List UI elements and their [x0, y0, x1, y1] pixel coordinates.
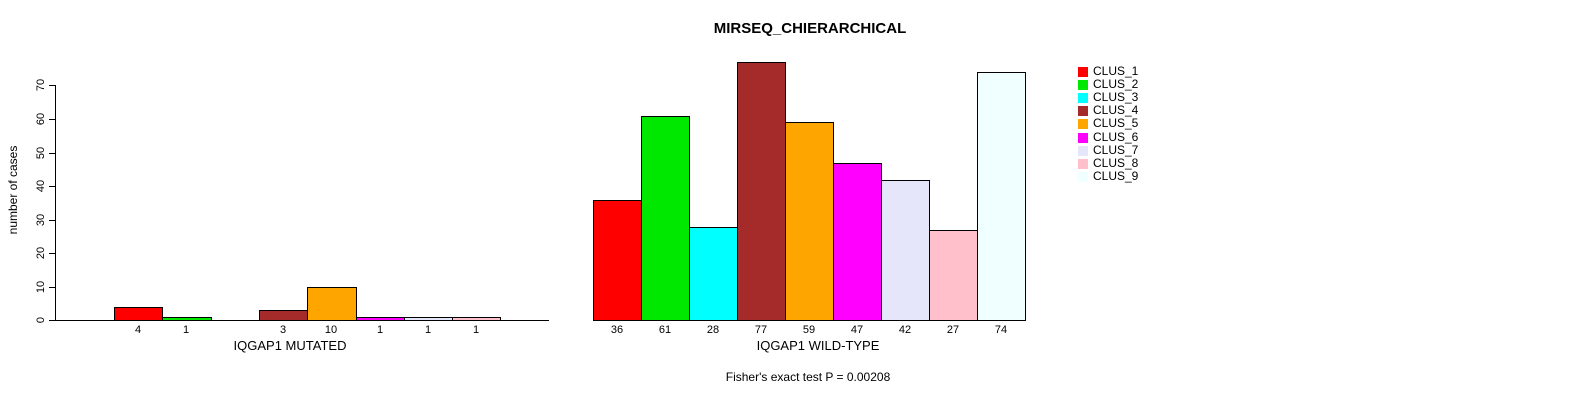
- y-axis-tick: [49, 253, 56, 254]
- bar-wildtype-clus_9: [977, 72, 1026, 321]
- legend-label-clus_4: CLUS_4: [1093, 103, 1139, 117]
- bar-wildtype-clus_6: [833, 163, 882, 321]
- legend-label-clus_7: CLUS_7: [1093, 143, 1139, 157]
- bar-mutated-clus_5: [307, 287, 357, 321]
- legend-label-clus_3: CLUS_3: [1093, 90, 1139, 104]
- bar-value-label: 1: [182, 324, 190, 336]
- legend-label-clus_1: CLUS_1: [1093, 64, 1139, 78]
- y-axis-tick-label: 0: [35, 316, 47, 324]
- y-axis-label: number of cases: [6, 145, 20, 235]
- legend-swatch-clus_8: [1078, 159, 1088, 169]
- legend-swatch-clus_7: [1078, 146, 1088, 156]
- bar-value-label: 1: [376, 324, 384, 336]
- y-axis-tick-label: 60: [35, 112, 47, 126]
- y-axis-tick: [49, 320, 56, 321]
- y-axis-tick-label: 30: [35, 213, 47, 227]
- bar-value-label: 61: [658, 324, 672, 336]
- bar-wildtype-clus_1: [593, 200, 642, 321]
- bar-wildtype-clus_4: [737, 62, 786, 321]
- bar-value-label: 1: [424, 324, 432, 336]
- y-axis-tick: [49, 153, 56, 154]
- bar-mutated-clus_2: [162, 317, 212, 321]
- x-axis-label-wildtype: IQGAP1 WILD-TYPE: [756, 338, 880, 353]
- legend-label-clus_9: CLUS_9: [1093, 169, 1139, 183]
- bar-wildtype-clus_3: [689, 227, 738, 321]
- bar-value-label: 28: [706, 324, 720, 336]
- legend-label-clus_5: CLUS_5: [1093, 116, 1139, 130]
- legend-swatch-clus_1: [1078, 67, 1088, 77]
- chart-title: MIRSEQ_CHIERARCHICAL: [713, 20, 907, 37]
- y-axis-tick-label: 70: [35, 78, 47, 92]
- legend-label-clus_2: CLUS_2: [1093, 77, 1139, 91]
- bar-wildtype-clus_5: [785, 122, 834, 321]
- bar-wildtype-clus_8: [929, 230, 978, 321]
- fisher-test-annotation: Fisher's exact test P = 0.00208: [725, 370, 891, 384]
- bar-mutated-clus_6: [356, 317, 405, 321]
- bar-value-label: 27: [946, 324, 960, 336]
- x-axis-label-mutated: IQGAP1 MUTATED: [233, 338, 347, 353]
- y-axis-line: [55, 85, 56, 321]
- bar-value-label: 3: [279, 324, 287, 336]
- bar-mutated-clus_7: [404, 317, 453, 321]
- legend-swatch-clus_4: [1078, 106, 1088, 116]
- legend-swatch-clus_3: [1078, 93, 1088, 103]
- legend-swatch-clus_9: [1078, 172, 1088, 182]
- y-axis-tick: [49, 119, 56, 120]
- bar-value-label: 74: [994, 324, 1008, 336]
- bar-wildtype-clus_7: [881, 180, 930, 321]
- bar-value-label: 4: [134, 324, 142, 336]
- y-axis-tick-label: 50: [35, 146, 47, 160]
- legend-label-clus_6: CLUS_6: [1093, 130, 1139, 144]
- bar-mutated-clus_4: [259, 310, 308, 321]
- y-axis-tick: [49, 85, 56, 86]
- bar-wildtype-clus_2: [641, 116, 690, 321]
- y-axis-tick: [49, 220, 56, 221]
- y-axis-tick: [49, 186, 56, 187]
- legend-swatch-clus_2: [1078, 80, 1088, 90]
- bar-value-label: 77: [754, 324, 768, 336]
- legend-label-clus_8: CLUS_8: [1093, 156, 1139, 170]
- bar-mutated-clus_8: [452, 317, 501, 321]
- y-axis-tick-label: 40: [35, 179, 47, 193]
- y-axis-tick: [49, 287, 56, 288]
- legend-swatch-clus_5: [1078, 119, 1088, 129]
- bar-value-label: 1: [472, 324, 480, 336]
- bar-value-label: 36: [610, 324, 624, 336]
- bar-value-label: 47: [850, 324, 864, 336]
- bar-value-label: 10: [324, 324, 338, 336]
- y-axis-tick-label: 20: [35, 246, 47, 260]
- legend-swatch-clus_6: [1078, 133, 1088, 143]
- bar-mutated-clus_1: [114, 307, 163, 321]
- bar-value-label: 42: [898, 324, 912, 336]
- y-axis-tick-label: 10: [35, 280, 47, 294]
- bar-value-label: 59: [802, 324, 816, 336]
